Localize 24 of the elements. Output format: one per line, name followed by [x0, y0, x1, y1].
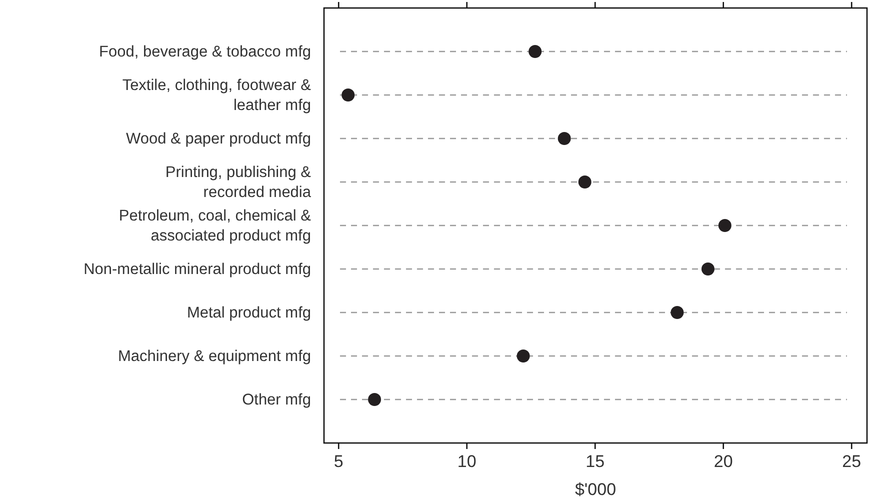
y-tick-label: Petroleum, coal, chemical & associated product mfg	[118, 208, 312, 244]
point	[368, 393, 382, 406]
x-tick-label: 25	[842, 452, 862, 471]
point	[558, 132, 571, 145]
y-tick-label: Non-metallic mineral product mfg	[84, 261, 311, 278]
point	[670, 306, 684, 319]
point	[342, 88, 355, 102]
y-tick-label: Food, beverage & tobacco mfg	[99, 44, 311, 60]
point	[578, 176, 592, 188]
point	[718, 219, 732, 232]
x-tick-label: 15	[586, 452, 605, 471]
x-tick-label: 10	[457, 452, 476, 471]
point	[516, 350, 530, 362]
y-tick-label: Wood & paper product mfg	[126, 130, 311, 148]
x-tick-label: 5	[334, 452, 344, 471]
y-tick-label: Textile, clothing, footwear & leather mfg	[122, 77, 312, 114]
y-tick-label: Printing, publishing & recorded media	[165, 164, 312, 201]
x-tick-label: 20	[714, 452, 733, 471]
y-tick-label: Metal product mfg	[186, 304, 311, 322]
point	[528, 45, 542, 58]
point	[701, 262, 714, 276]
x-axis-title: $'000	[574, 480, 616, 499]
y-tick-label: Machinery & equipment mfg	[118, 348, 311, 365]
y-tick-label: Other mfg	[242, 392, 311, 408]
